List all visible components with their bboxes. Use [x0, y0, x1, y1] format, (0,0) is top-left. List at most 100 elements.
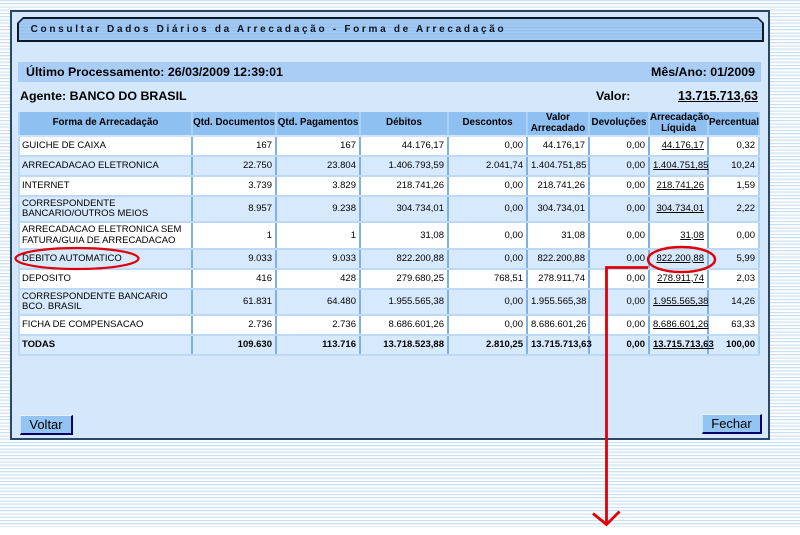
table-header-row: Forma de Arrecadação Qtd. Documentos Qtd. … — [18, 112, 760, 137]
cell-value: 23.804 — [276, 156, 361, 177]
cell-value: 822.200,88 — [360, 248, 449, 270]
cell-value: 167 — [192, 136, 277, 157]
cell-value: 416 — [192, 268, 277, 290]
cell-value: 31,08 — [527, 222, 590, 250]
cell-value: 0,00 — [589, 335, 650, 357]
liquida-link[interactable]: 1.404.751,85 — [653, 159, 709, 171]
cell-forma: TODAS — [18, 335, 193, 357]
cell-value: 0,00 — [589, 136, 650, 157]
table-row: TODAS 109.630 113.716 13.718.523,88 2.810,25… — [18, 335, 760, 357]
cell-value: 0,00 — [448, 288, 528, 317]
title-bar-inner: Consultar Dados Diários da Arrecadação -… — [19, 19, 763, 41]
cell-value[interactable]: 1.404.751,85 — [649, 156, 709, 177]
cell-value: 278.911,74 — [527, 268, 590, 290]
cell-value: 64.480 — [276, 288, 361, 317]
cell-value: 44.176,17 — [360, 136, 449, 157]
liquida-link[interactable]: 13.715.713,63 — [653, 339, 714, 351]
column-header: Descontos — [448, 112, 528, 137]
cell-value: 0,00 — [589, 268, 650, 290]
table-row: CORRESPONDENTE BANCARIO/OUTROS MEIOS 8.95… — [18, 196, 760, 224]
cell-value: 0,00 — [448, 196, 528, 224]
cell-forma: CORRESPONDENTE BANCARIO/OUTROS MEIOS — [18, 196, 193, 224]
cell-value: 61.831 — [192, 288, 277, 317]
main-panel: Consultar Dados Diários da Arrecadação -… — [10, 10, 770, 440]
column-header: Arrecadação Líquida — [649, 112, 709, 137]
cell-value[interactable]: 304.734,01 — [649, 196, 709, 224]
cell-value: 8.686.601,26 — [527, 315, 590, 337]
liquida-link[interactable]: 278.911,74 — [657, 272, 704, 284]
cell-value[interactable]: 8.686.601,26 — [649, 315, 709, 337]
cell-value: 0,32 — [708, 136, 760, 157]
cell-value: 63,33 — [708, 315, 760, 337]
cell-forma: FICHA DE COMPENSACAO — [18, 315, 193, 337]
liquida-link[interactable]: 1.955.565,38 — [653, 295, 709, 307]
column-header: Percentual — [708, 112, 760, 137]
table-row: FICHA DE COMPENSACAO 2.736 2.736 8.686.601,… — [18, 315, 760, 337]
cell-value: 13.715.713,63 — [527, 335, 592, 357]
cell-forma: DEPOSITO — [18, 268, 193, 290]
cell-forma: ARRECADACAO ELETRONICA — [18, 156, 193, 177]
cell-value[interactable]: 822.200,88 — [649, 248, 709, 270]
cell-value: 9.238 — [276, 196, 361, 224]
cell-value: 2.736 — [192, 315, 277, 337]
cell-value: 10,24 — [708, 156, 760, 177]
table-row: ARRECADACAO ELETRONICA SEM FATURA/GUIA D… — [18, 222, 760, 250]
liquida-link[interactable]: 218.741,26 — [656, 179, 704, 191]
cell-value[interactable]: 278.911,74 — [649, 268, 709, 290]
cell-value: 2.736 — [276, 315, 361, 337]
liquida-link[interactable]: 44.176,17 — [661, 139, 704, 151]
fechar-button[interactable]: Fechar — [702, 414, 762, 434]
cell-value: 0,00 — [589, 196, 650, 224]
cell-value: 14,26 — [708, 288, 760, 317]
table-row: DEBITO AUTOMATICO 9.033 9.033 822.200,88 0,0… — [18, 248, 760, 270]
cell-value: 167 — [276, 136, 361, 157]
valor-value-link[interactable]: 13.715.713,63 — [678, 88, 758, 103]
table-row: INTERNET 3.739 3.829 218.741,26 0,00 218.741,… — [18, 176, 760, 197]
cell-value: 5,99 — [708, 248, 760, 270]
cell-value: 0,00 — [448, 176, 528, 197]
cell-value: 822.200,88 — [527, 248, 590, 270]
table-row: DEPOSITO 416 428 279.680,25 768,51 278.911,74… — [18, 268, 760, 290]
cell-value[interactable]: 13.715.713,63 — [649, 335, 714, 357]
cell-value: 9.033 — [276, 248, 361, 270]
table-row: GUICHE DE CAIXA 167 167 44.176,17 0,00 44.176… — [18, 136, 760, 157]
column-header: Devoluções — [589, 112, 650, 137]
cell-forma: DEBITO AUTOMATICO — [18, 248, 193, 270]
cell-value: 0,00 — [448, 315, 528, 337]
cell-value: 1 — [192, 222, 277, 250]
cell-value: 0,00 — [448, 222, 528, 250]
cell-value: 0,00 — [589, 156, 650, 177]
column-header: Débitos — [360, 112, 449, 137]
cell-value: 13.718.523,88 — [360, 335, 449, 357]
cell-value[interactable]: 1.955.565,38 — [649, 288, 709, 317]
last-processing-label: Último Processamento: 26/03/2009 12:39:0… — [26, 65, 283, 79]
cell-value: 279.680,25 — [360, 268, 449, 290]
cell-value: 0,00 — [448, 136, 528, 157]
cell-value: 218.741,26 — [360, 176, 449, 197]
voltar-button[interactable]: Voltar — [20, 415, 73, 435]
cell-value: 8.957 — [192, 196, 277, 224]
cell-value: 1.955.565,38 — [360, 288, 449, 317]
cell-value: 2.041,74 — [448, 156, 528, 177]
cell-value[interactable]: 44.176,17 — [649, 136, 709, 157]
liquida-link[interactable]: 8.686.601,26 — [653, 319, 709, 331]
column-header: Forma de Arrecadação — [18, 112, 193, 137]
cell-value: 1 — [276, 222, 361, 250]
cell-value: 109.630 — [192, 335, 277, 357]
cell-value: 0,00 — [589, 248, 650, 270]
title-bar: Consultar Dados Diários da Arrecadação -… — [17, 17, 764, 42]
liquida-link[interactable]: 304.734,01 — [656, 203, 704, 215]
month-year-label: Mês/Ano: 01/2009 — [651, 65, 755, 79]
cell-value: 3.829 — [276, 176, 361, 197]
cell-value: 2,22 — [708, 196, 760, 224]
cell-value: 2.810,25 — [448, 335, 528, 357]
cell-value: 0,00 — [589, 315, 650, 337]
cell-value: 0,00 — [589, 176, 650, 197]
cell-value[interactable]: 218.741,26 — [649, 176, 709, 197]
cell-value[interactable]: 31,08 — [649, 222, 709, 250]
cell-value: 0,00 — [708, 222, 760, 250]
liquida-link[interactable]: 822.200,88 — [656, 252, 704, 264]
liquida-link[interactable]: 31,08 — [680, 229, 704, 241]
table-row: ARRECADACAO ELETRONICA 22.750 23.804 1.406.… — [18, 156, 760, 177]
